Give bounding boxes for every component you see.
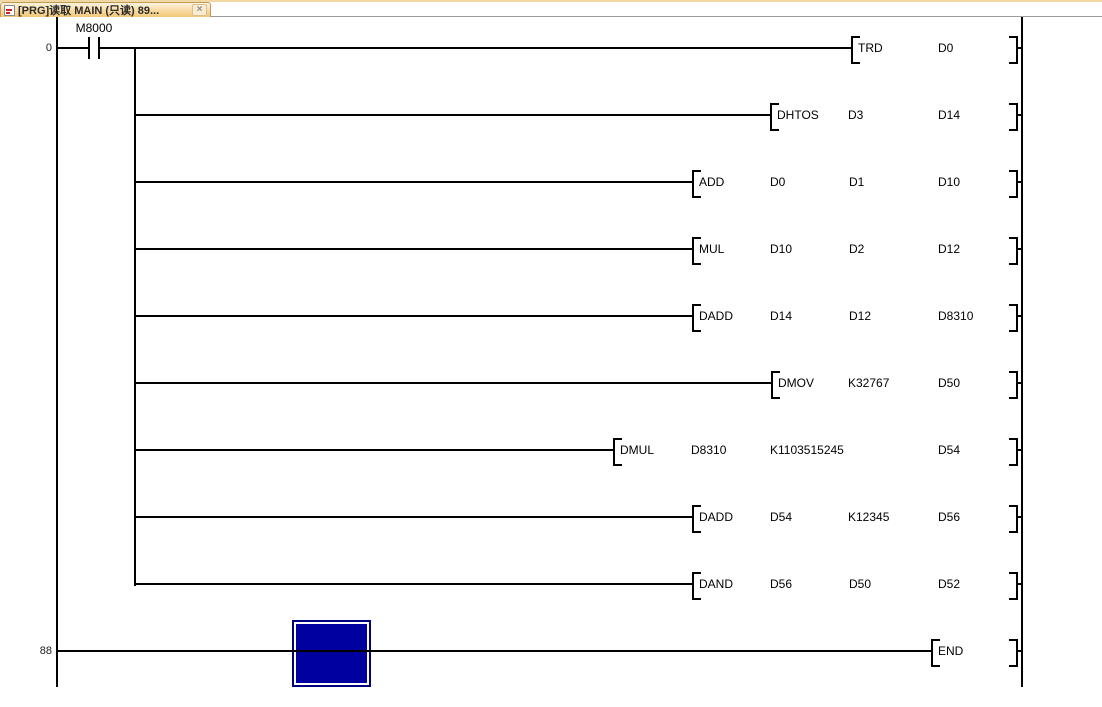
- tab-title: [PRG]读取 MAIN (只读) 89...: [18, 5, 160, 17]
- instruction-opcode: END: [938, 644, 964, 658]
- contact-symbol: [98, 37, 100, 59]
- instruction-opcode: ADD: [699, 175, 725, 189]
- right-power-rail: [1021, 17, 1023, 687]
- instruction-operand: D54: [938, 443, 961, 457]
- rung-row[interactable]: DADD D54 K12345 D56: [0, 505, 1102, 533]
- instruction-operand: D8310: [691, 443, 727, 457]
- instruction-operand: D50: [938, 376, 961, 390]
- instruction-opcode: DADD: [699, 309, 734, 323]
- document-tab-bar: [PRG]读取 MAIN (只读) 89... ×: [0, 2, 1102, 17]
- instruction-operand: D1: [849, 175, 865, 189]
- tab-prg-main[interactable]: [PRG]读取 MAIN (只读) 89... ×: [0, 2, 211, 17]
- instruction-block-dmul[interactable]: [613, 438, 1018, 466]
- selection-cursor[interactable]: [292, 620, 371, 687]
- instruction-operand: K32767: [848, 376, 890, 390]
- instruction-opcode: MUL: [699, 242, 725, 256]
- instruction-block-end[interactable]: [931, 639, 1018, 667]
- instruction-operand: D0: [938, 41, 954, 55]
- instruction-operand: D56: [770, 577, 793, 591]
- instruction-operand: K12345: [848, 510, 890, 524]
- instruction-operand: K1103515245: [770, 443, 844, 457]
- window-top-strip: [0, 0, 1102, 2]
- instruction-operand: D14: [770, 309, 793, 323]
- instruction-block-dmov[interactable]: [771, 371, 1018, 399]
- instruction-operand: D10: [938, 175, 961, 189]
- instruction-operand: D54: [770, 510, 793, 524]
- instruction-operand: D3: [848, 108, 864, 122]
- instruction-operand: D8310: [938, 309, 974, 323]
- instruction-block-mul[interactable]: [692, 237, 1018, 265]
- left-power-rail: [56, 17, 58, 687]
- rung-row[interactable]: DAND D56 D50 D52: [0, 572, 1102, 600]
- instruction-block-add[interactable]: [692, 170, 1018, 198]
- instruction-block-dadd2[interactable]: [692, 505, 1018, 533]
- instruction-opcode: DHTOS: [777, 108, 819, 122]
- rung-row-end[interactable]: END: [0, 639, 1102, 667]
- instruction-block-dadd[interactable]: [692, 304, 1018, 332]
- step-number: 88: [39, 645, 52, 657]
- rung-row[interactable]: TRD D0: [0, 36, 1102, 64]
- instruction-opcode: DAND: [699, 577, 734, 591]
- instruction-operand: D2: [849, 242, 865, 256]
- rung-row[interactable]: DADD D14 D12 D8310: [0, 304, 1102, 332]
- close-icon[interactable]: ×: [192, 4, 207, 16]
- rung-row[interactable]: DMOV K32767 D50: [0, 371, 1102, 399]
- instruction-operand: D14: [938, 108, 961, 122]
- instruction-opcode: DMOV: [778, 376, 814, 390]
- instruction-operand: D50: [849, 577, 872, 591]
- instruction-operand: D0: [770, 175, 786, 189]
- instruction-block-dhtos[interactable]: [770, 103, 1018, 131]
- contact-label: M8000: [75, 21, 113, 35]
- instruction-opcode: TRD: [858, 41, 883, 55]
- instruction-block-trd[interactable]: [851, 36, 1018, 64]
- instruction-opcode: DMUL: [620, 443, 655, 457]
- instruction-opcode: DADD: [699, 510, 734, 524]
- instruction-operand: D52: [938, 577, 961, 591]
- step-number: 0: [45, 42, 52, 54]
- program-icon: [4, 4, 15, 16]
- instruction-operand: D56: [938, 510, 961, 524]
- rung-row[interactable]: MUL D10 D2 D12: [0, 237, 1102, 265]
- instruction-operand: D12: [849, 309, 872, 323]
- rung-row[interactable]: ADD D0 D1 D10: [0, 170, 1102, 198]
- instruction-operand: D10: [770, 242, 793, 256]
- contact-symbol[interactable]: [88, 37, 90, 59]
- instruction-block-dand[interactable]: [692, 572, 1018, 600]
- rung-row[interactable]: DMUL D8310 K1103515245 D54: [0, 438, 1102, 466]
- rung-row[interactable]: DHTOS D3 D14: [0, 103, 1102, 131]
- instruction-operand: D12: [938, 242, 961, 256]
